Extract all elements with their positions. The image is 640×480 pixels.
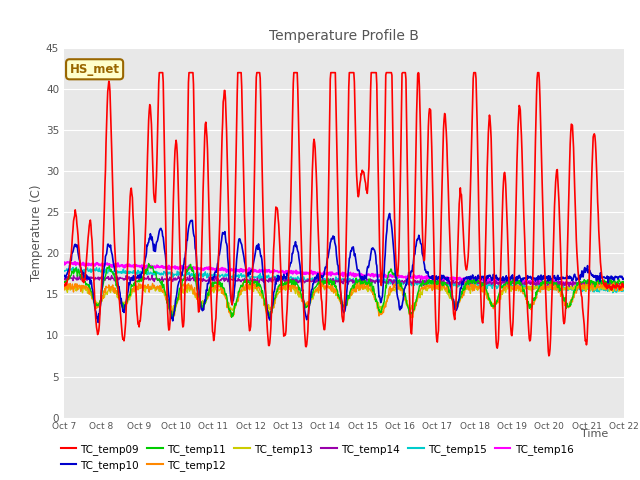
- TC_temp12: [508, 285, 515, 291]
- TC_temp15: [609, 290, 616, 296]
- Text: HS_met: HS_met: [70, 63, 120, 76]
- TC_temp10: [386, 211, 394, 216]
- TC_temp09: [287, 185, 295, 191]
- TC_temp09: [307, 210, 315, 216]
- TC_temp09: [117, 320, 125, 325]
- TC_temp11: [60, 280, 68, 286]
- TC_temp14: [620, 283, 628, 288]
- Title: Temperature Profile B: Temperature Profile B: [269, 29, 419, 43]
- TC_temp12: [445, 289, 453, 295]
- TC_temp10: [446, 279, 454, 285]
- TC_temp13: [620, 287, 628, 292]
- TC_temp15: [72, 264, 80, 270]
- TC_temp11: [446, 288, 454, 293]
- TC_temp13: [117, 297, 125, 303]
- TC_temp10: [498, 275, 506, 281]
- TC_temp11: [498, 285, 506, 290]
- TC_temp10: [60, 273, 68, 278]
- TC_temp13: [307, 300, 314, 305]
- TC_temp13: [287, 285, 294, 291]
- Line: TC_temp12: TC_temp12: [64, 280, 624, 318]
- TC_temp16: [118, 263, 125, 269]
- TC_temp12: [170, 315, 177, 321]
- TC_temp13: [497, 290, 505, 296]
- TC_temp11: [117, 301, 125, 307]
- TC_temp15: [497, 282, 505, 288]
- TC_temp11: [266, 315, 273, 321]
- TC_temp13: [60, 287, 68, 292]
- TC_temp09: [620, 282, 628, 288]
- TC_temp13: [508, 288, 515, 294]
- TC_temp14: [508, 279, 515, 285]
- TC_temp11: [508, 279, 516, 285]
- TC_temp12: [287, 288, 295, 294]
- TC_temp11: [288, 281, 296, 287]
- TC_temp14: [568, 284, 576, 290]
- TC_temp09: [508, 332, 515, 338]
- TC_temp12: [611, 277, 618, 283]
- Y-axis label: Temperature (C): Temperature (C): [30, 184, 43, 281]
- TC_temp10: [307, 288, 315, 294]
- TC_temp10: [118, 302, 125, 308]
- TC_temp12: [620, 283, 628, 288]
- TC_temp14: [445, 280, 453, 286]
- TC_temp15: [620, 288, 628, 293]
- Line: TC_temp09: TC_temp09: [64, 72, 624, 356]
- TC_temp14: [307, 278, 315, 284]
- TC_temp12: [117, 298, 125, 303]
- Line: TC_temp16: TC_temp16: [64, 262, 624, 287]
- TC_temp09: [445, 215, 453, 221]
- TC_temp16: [497, 278, 505, 284]
- TC_temp16: [620, 281, 628, 287]
- TC_temp09: [60, 282, 68, 288]
- Text: Time: Time: [580, 429, 608, 439]
- TC_temp10: [287, 260, 295, 266]
- TC_temp13: [619, 280, 627, 286]
- Line: TC_temp11: TC_temp11: [64, 264, 624, 318]
- TC_temp15: [508, 284, 515, 290]
- TC_temp16: [72, 259, 79, 265]
- TC_temp16: [287, 268, 295, 274]
- Line: TC_temp13: TC_temp13: [64, 283, 624, 312]
- TC_temp16: [609, 284, 616, 289]
- Line: TC_temp10: TC_temp10: [64, 214, 624, 323]
- TC_temp12: [307, 297, 315, 303]
- TC_temp14: [497, 281, 505, 287]
- TC_temp16: [445, 275, 453, 281]
- TC_temp14: [287, 277, 295, 283]
- TC_temp16: [307, 268, 315, 274]
- TC_temp12: [60, 287, 68, 293]
- TC_temp11: [145, 261, 152, 266]
- TC_temp15: [60, 268, 68, 274]
- TC_temp09: [497, 244, 505, 250]
- TC_temp09: [545, 353, 553, 359]
- TC_temp13: [445, 293, 453, 299]
- TC_temp14: [60, 276, 68, 281]
- TC_temp10: [508, 275, 516, 281]
- Line: TC_temp14: TC_temp14: [64, 275, 624, 287]
- TC_temp15: [118, 269, 125, 275]
- TC_temp15: [307, 276, 315, 282]
- TC_temp15: [445, 282, 453, 288]
- TC_temp11: [620, 279, 628, 285]
- TC_temp10: [620, 276, 628, 282]
- TC_temp14: [118, 276, 125, 281]
- Legend: TC_temp09, TC_temp10, TC_temp11, TC_temp12, TC_temp13, TC_temp14, TC_temp15, TC_: TC_temp09, TC_temp10, TC_temp11, TC_temp…: [56, 439, 577, 475]
- TC_temp12: [497, 288, 505, 294]
- TC_temp09: [156, 70, 163, 75]
- TC_temp11: [308, 295, 316, 300]
- TC_temp13: [406, 310, 413, 315]
- TC_temp14: [80, 272, 88, 278]
- TC_temp16: [508, 278, 515, 284]
- Line: TC_temp15: TC_temp15: [64, 267, 624, 293]
- TC_temp10: [94, 320, 102, 325]
- TC_temp15: [287, 274, 295, 279]
- TC_temp16: [60, 260, 68, 265]
